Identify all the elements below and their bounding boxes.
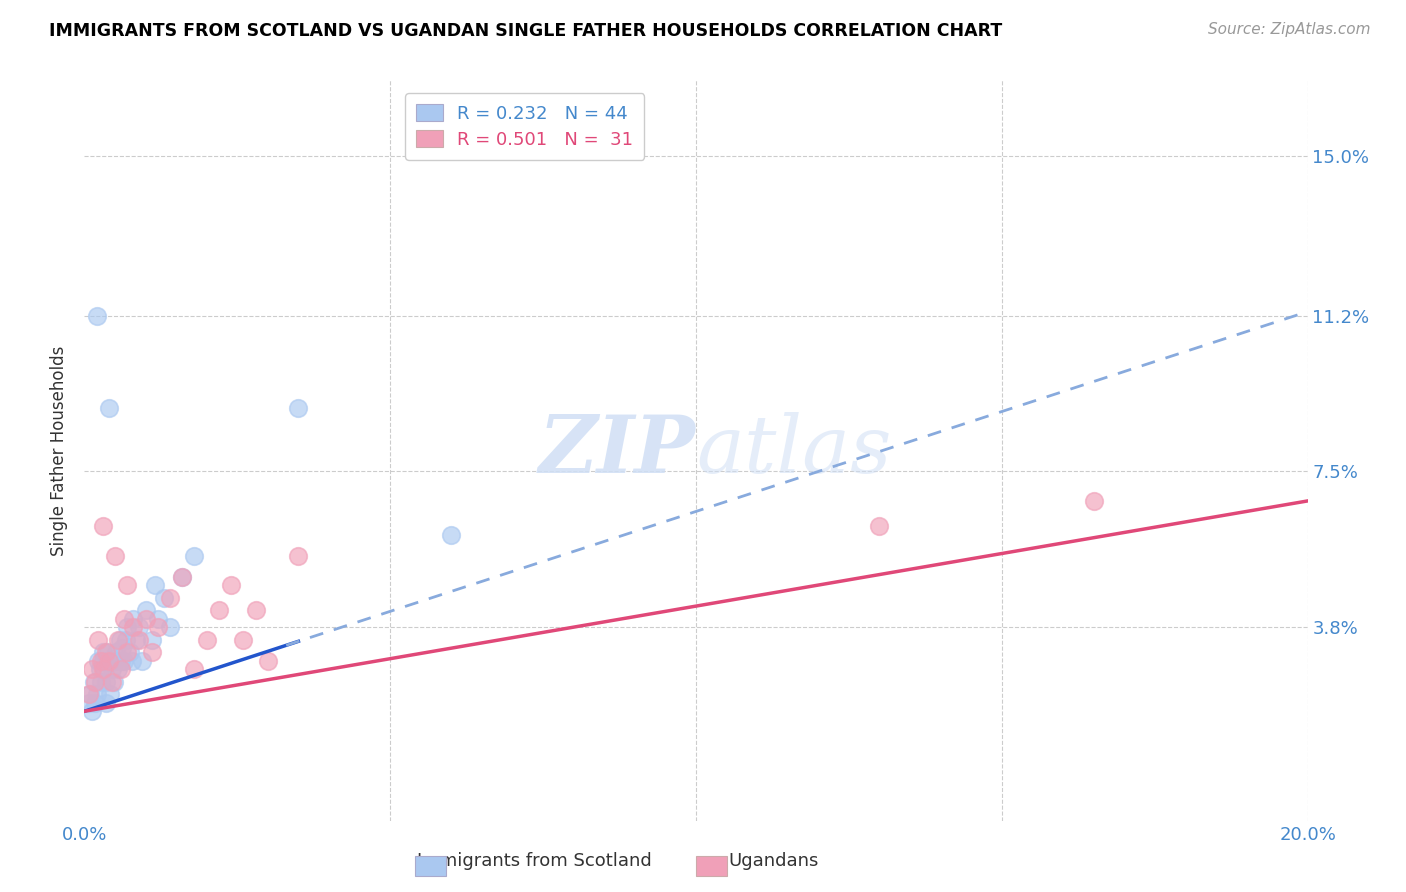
Point [115,620,138,634]
Point [287,401,309,416]
Text: Ugandans: Ugandans [728,852,818,870]
Point [79,688,101,702]
Point [135,612,157,626]
Point [208,603,231,617]
Point [172,569,194,583]
Point [94,645,117,659]
Point [122,620,145,634]
Point [84,696,107,710]
Point [97,654,120,668]
Point [125,632,148,647]
Point [121,654,143,668]
Point [141,645,163,659]
Point [97,654,120,668]
Point [232,632,254,647]
Point [287,549,309,563]
Point [93,662,115,676]
Point [86,309,108,323]
Point [112,654,135,668]
Point [159,591,181,605]
Point [143,578,166,592]
Point [131,654,153,668]
Point [115,632,138,647]
Point [91,662,114,676]
Point [107,632,129,647]
Text: Immigrants from Scotland: Immigrants from Scotland [418,852,651,870]
Point [120,645,142,659]
Point [115,578,138,592]
Point [183,662,205,676]
Point [105,645,128,659]
Point [111,641,134,656]
Point [141,632,163,647]
Point [80,704,103,718]
Point [101,662,124,676]
Point [108,632,131,647]
Point [80,662,103,676]
Point [128,632,150,647]
Point [159,620,181,634]
Point [146,620,169,634]
Point [1083,494,1105,508]
Text: atlas: atlas [696,412,891,489]
Point [91,654,114,668]
Point [869,519,891,533]
Point [83,674,105,689]
Point [104,549,127,563]
Point [153,591,176,605]
Point [77,696,100,710]
Point [135,603,157,617]
Point [86,688,108,702]
Point [101,674,124,689]
Point [97,645,120,659]
Point [97,401,120,416]
Text: ZIP: ZIP [538,412,696,489]
Point [89,662,111,676]
Point [128,620,150,634]
Point [440,527,463,541]
Point [115,645,138,659]
Point [112,612,135,626]
Point [91,519,114,533]
Point [219,578,242,592]
Point [245,603,267,617]
Point [87,632,110,647]
Legend: R = 0.232   N = 44, R = 0.501   N =  31: R = 0.232 N = 44, R = 0.501 N = 31 [405,93,644,160]
Point [94,674,117,689]
Point [91,645,114,659]
Point [107,662,129,676]
Point [195,632,218,647]
Point [84,674,107,689]
Point [146,612,169,626]
Point [103,674,125,689]
Point [122,612,145,626]
Point [172,569,194,583]
Point [183,549,205,563]
Text: Source: ZipAtlas.com: Source: ZipAtlas.com [1208,22,1371,37]
Point [98,688,121,702]
Point [87,654,110,668]
Point [104,654,127,668]
Text: IMMIGRANTS FROM SCOTLAND VS UGANDAN SINGLE FATHER HOUSEHOLDS CORRELATION CHART: IMMIGRANTS FROM SCOTLAND VS UGANDAN SING… [49,22,1002,40]
Y-axis label: Single Father Households: Single Father Households [51,345,69,556]
Point [257,654,280,668]
Point [94,696,117,710]
Point [77,688,100,702]
Point [110,662,132,676]
Point [110,654,132,668]
Point [90,674,112,689]
Point [90,654,112,668]
